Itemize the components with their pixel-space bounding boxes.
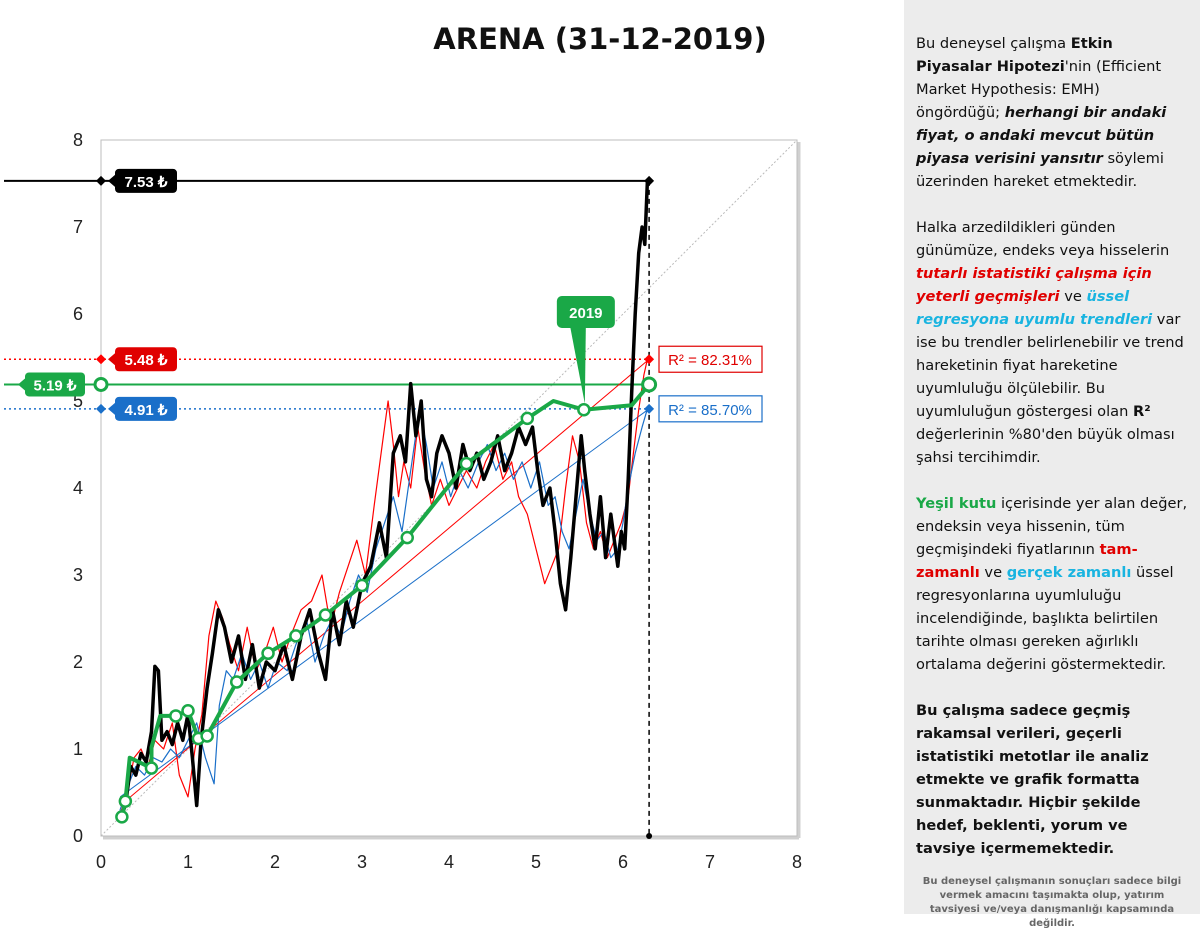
y-tick-label: 1 bbox=[73, 739, 83, 759]
price-label-box-green bbox=[25, 372, 85, 397]
green-marker-point bbox=[115, 810, 129, 824]
p3-text-f: üssel regresyonlarına uyumluluğu incelen… bbox=[916, 564, 1174, 673]
green-marker-point bbox=[200, 729, 214, 743]
green-marker-point bbox=[577, 402, 591, 417]
annotation-label: 2019 bbox=[569, 305, 602, 322]
r2-label-box-red bbox=[658, 345, 763, 373]
series-line-red bbox=[119, 358, 648, 815]
p1-text-a: Bu deneysel çalışma bbox=[916, 35, 1071, 52]
price-label-green: 5.19 ₺ bbox=[34, 377, 77, 394]
p3-full-time: tam-zamanlı bbox=[916, 541, 1138, 581]
p1-text-e: söylemi üzerinden hareket etmektedir. bbox=[916, 150, 1164, 190]
axis-diamond-black bbox=[96, 175, 106, 186]
axis-diamond-red bbox=[96, 354, 106, 365]
price-label-box-black bbox=[115, 168, 177, 193]
endpoint-diamond-black bbox=[644, 175, 655, 186]
green-marker-point bbox=[355, 578, 369, 593]
annotation-pointer bbox=[569, 325, 586, 404]
p1-emh-quote: herhangi bir andaki fiyat, o andaki mevc… bbox=[916, 104, 1167, 167]
series-line-blue bbox=[119, 408, 648, 811]
green-marker-point bbox=[169, 709, 183, 723]
p3-text-b: içerisinde yer alan değer, endeksin veya… bbox=[916, 495, 1188, 558]
panel-disclaimer: Bu deneysel çalışmanın sonuçları sadece … bbox=[922, 876, 1182, 929]
panel-paragraph-3: Yeşil kutu içerisinde yer alan değer, en… bbox=[916, 492, 1188, 676]
price-label-blue: 4.91 ₺ bbox=[125, 402, 168, 419]
price-label-box-red bbox=[115, 347, 177, 372]
x-tick-label: 3 bbox=[357, 852, 367, 872]
series-line-price bbox=[118, 179, 650, 821]
p2-cyan-phrase: üssel regresyona uyumlu trendleri bbox=[916, 288, 1153, 328]
p3-real-time: gerçek zamanlı bbox=[1006, 564, 1132, 581]
green-endpoint-marker bbox=[641, 376, 658, 393]
panel-paragraph-1: Bu deneysel çalışma Etkin Piyasalar Hipo… bbox=[916, 32, 1188, 193]
y-tick-label: 3 bbox=[73, 565, 83, 585]
p2-red-phrase: tutarlı istatistiki çalışma için yeterli… bbox=[916, 265, 1152, 305]
p1-text-c: 'nin (Efficient Market Hypothesis: EMH) … bbox=[916, 58, 1162, 121]
price-label-black: 7.53 ₺ bbox=[125, 174, 168, 191]
x-tick-label: 8 bbox=[792, 852, 802, 872]
plot-frame bbox=[100, 139, 798, 837]
p2-text-c: ve bbox=[1059, 288, 1087, 305]
p3-text-d: ve bbox=[979, 564, 1007, 581]
price-label-pointer-black bbox=[108, 174, 115, 187]
r2-label-box-blue bbox=[658, 395, 763, 423]
panel-paragraph-2: Halka arzedildikleri günden günümüze, en… bbox=[916, 216, 1188, 469]
x-tick-label: 0 bbox=[96, 852, 106, 872]
p2-r2: R² bbox=[1132, 403, 1151, 420]
p2-text-e: var ise bu trendler belirlenebilir ve tr… bbox=[916, 311, 1184, 420]
x-tick-label: 2 bbox=[270, 852, 280, 872]
green-marker-point bbox=[118, 794, 133, 808]
r2-label-red: R² = 82.31% bbox=[668, 352, 752, 369]
green-marker-point bbox=[261, 646, 275, 661]
chart-svg: 0 1 2 3 4 5 6 7 8 0 1 2 3 4 5 6 7 8 7.53 ₺ 5.48 ₺ 5.19 ₺ 4.91… bbox=[4, 130, 802, 872]
y-tick-label: 2 bbox=[73, 652, 83, 672]
y-tick-label: 4 bbox=[73, 478, 83, 498]
x-tick-label: 7 bbox=[705, 852, 715, 872]
x-tick-label: 1 bbox=[183, 852, 193, 872]
price-label-pointer-green bbox=[18, 378, 25, 391]
endpoint-diamond-blue bbox=[644, 403, 655, 414]
green-axis-marker bbox=[93, 376, 109, 392]
p2-text-a: Halka arzedildikleri günden günümüze, en… bbox=[916, 219, 1170, 259]
price-label-red: 5.48 ₺ bbox=[125, 352, 168, 369]
green-marker-point bbox=[459, 456, 474, 471]
green-marker-point bbox=[289, 629, 303, 643]
r2-label-blue: R² = 85.70% bbox=[668, 402, 752, 419]
x-tick-label: 5 bbox=[531, 852, 541, 872]
panel-paragraph-4: Bu çalışma sadece geçmiş rakamsal verile… bbox=[916, 702, 1149, 857]
y-tick-label: 0 bbox=[73, 826, 83, 846]
y-tick-label: 8 bbox=[73, 130, 83, 150]
y-tick-label: 6 bbox=[73, 304, 83, 324]
side-panel: Bu deneysel çalışma Etkin Piyasalar Hipo… bbox=[904, 0, 1200, 929]
green-marker-point bbox=[144, 761, 159, 775]
endpoint-diamond-red bbox=[644, 354, 655, 365]
axis-diamond-blue bbox=[96, 403, 106, 414]
p3-green-box: Yeşil kutu bbox=[916, 495, 997, 512]
green-marker-point bbox=[229, 675, 244, 689]
chart-title: ARENA (31-12-2019) bbox=[433, 22, 767, 56]
series-line-green bbox=[119, 382, 652, 819]
p2-text-g: değerlerinin %80'den büyük olması şahsi … bbox=[916, 426, 1175, 466]
x-tick-label: 6 bbox=[618, 852, 628, 872]
green-marker-point bbox=[318, 608, 333, 622]
price-label-pointer-blue bbox=[108, 402, 115, 415]
x-tick-label: 4 bbox=[444, 852, 454, 872]
p1-emh-name: Etkin Piyasalar Hipotezi bbox=[916, 35, 1113, 75]
green-marker-point bbox=[520, 411, 535, 426]
y-tick-label: 7 bbox=[73, 217, 83, 237]
vertical-line-base-marker bbox=[646, 833, 653, 839]
price-label-pointer-red bbox=[108, 353, 115, 366]
y-tick-label: 5 bbox=[73, 391, 83, 411]
price-label-box-blue bbox=[115, 396, 177, 421]
annotation-box bbox=[556, 296, 615, 328]
green-marker-point bbox=[181, 703, 195, 718]
chart-area: ARENA (31-12-2019) 0 1 2 3 4 5 6 7 8 0 1 2 3 4 5 6 7 8 7.5… bbox=[4, 22, 803, 872]
green-marker-point bbox=[400, 530, 414, 545]
